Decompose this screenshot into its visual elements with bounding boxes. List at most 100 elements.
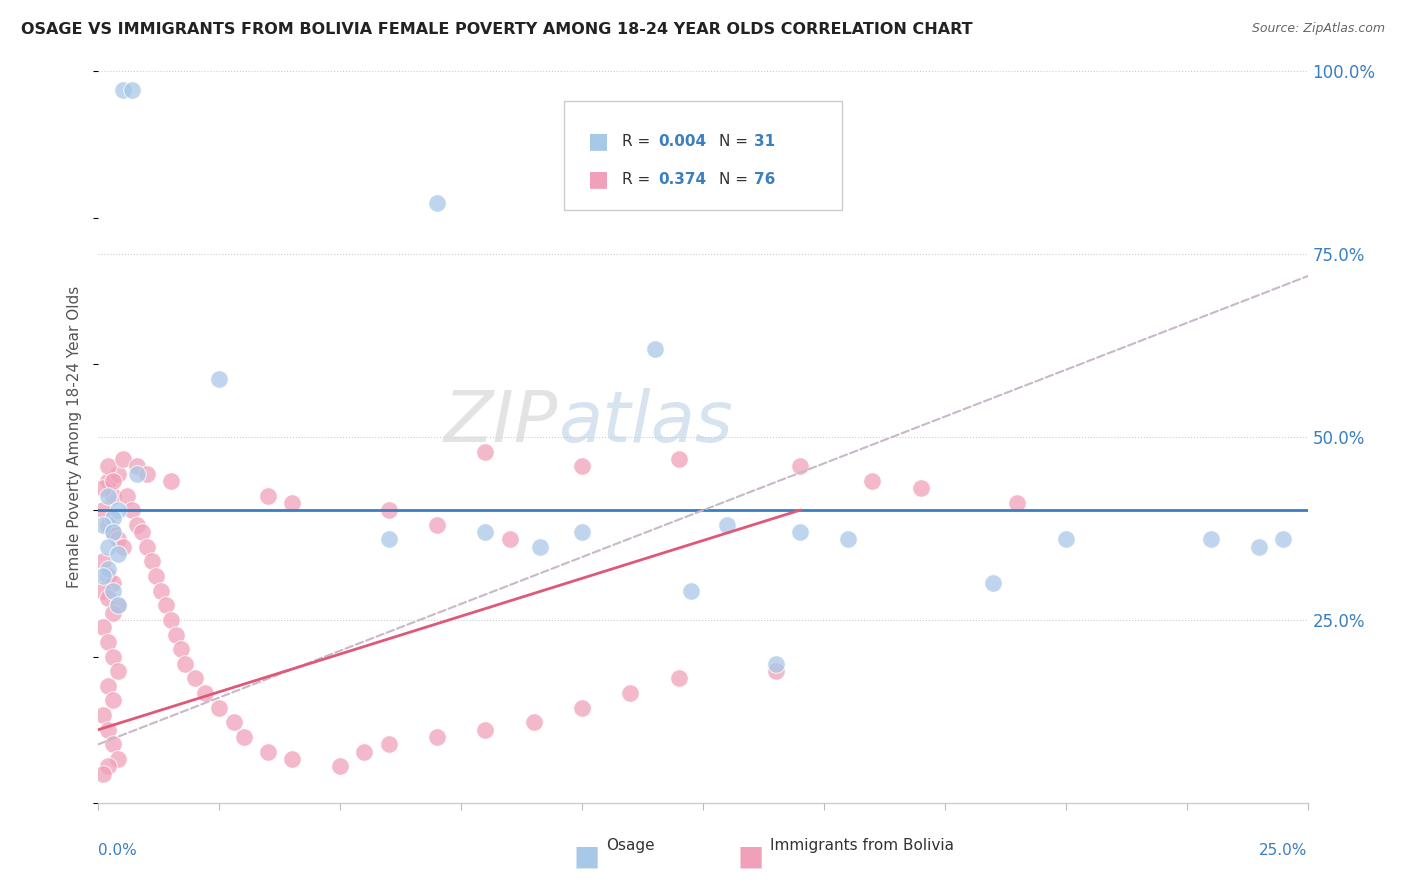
FancyBboxPatch shape (564, 101, 842, 211)
Point (1249, 540, 1271, 554)
Point (101, 693, 124, 707)
Point (97, 569, 120, 583)
Point (765, 657, 787, 671)
Text: 0.0%: 0.0% (98, 843, 138, 858)
Text: N =: N = (718, 172, 752, 186)
Point (145, 569, 167, 583)
Point (619, 686, 641, 700)
Point (101, 525, 124, 540)
Text: N =: N = (718, 134, 752, 149)
Point (789, 525, 811, 540)
Text: Immigrants from Bolivia: Immigrants from Bolivia (769, 838, 953, 853)
Point (91, 569, 114, 583)
Point (426, 196, 449, 211)
Point (668, 452, 690, 467)
Point (91, 708, 114, 723)
Text: ■: ■ (588, 131, 609, 152)
Point (97, 679, 120, 693)
Point (222, 715, 245, 730)
Point (529, 540, 551, 554)
Point (91, 554, 114, 568)
Point (281, 496, 304, 510)
Point (97, 517, 120, 532)
Y-axis label: Female Poverty Among 18-24 Year Olds: Female Poverty Among 18-24 Year Olds (67, 286, 83, 588)
Point (91, 766, 114, 780)
Point (256, 745, 278, 759)
Point (91, 620, 114, 634)
Point (141, 554, 163, 568)
Text: ■: ■ (574, 843, 600, 871)
Point (208, 371, 231, 385)
Point (111, 83, 134, 97)
Point (426, 517, 449, 532)
Point (131, 525, 153, 540)
Text: R =: R = (621, 172, 655, 186)
Point (150, 583, 173, 598)
Point (97, 474, 120, 488)
Point (127, 467, 149, 481)
Point (91, 503, 114, 517)
Point (716, 517, 738, 532)
Text: ■: ■ (588, 169, 609, 189)
Point (281, 752, 304, 766)
Point (101, 606, 124, 620)
Text: 25.0%: 25.0% (1260, 843, 1308, 858)
Point (101, 583, 124, 598)
Point (101, 649, 124, 664)
Point (101, 737, 124, 751)
Point (107, 752, 129, 766)
Point (208, 700, 231, 714)
Point (765, 664, 787, 678)
Point (97, 459, 120, 474)
Point (135, 467, 157, 481)
Text: ZIP: ZIP (443, 388, 558, 457)
Point (232, 730, 254, 744)
Point (174, 657, 197, 671)
Point (111, 452, 134, 467)
Point (97, 562, 120, 576)
Point (107, 503, 129, 517)
Point (474, 723, 496, 737)
Text: Osage: Osage (606, 838, 655, 853)
Point (679, 583, 702, 598)
Point (97, 635, 120, 649)
Point (97, 591, 120, 605)
Text: Source: ZipAtlas.com: Source: ZipAtlas.com (1251, 22, 1385, 36)
Point (97, 540, 120, 554)
Point (97, 759, 120, 773)
Point (377, 533, 399, 547)
Point (107, 547, 129, 561)
Point (571, 700, 593, 714)
Point (837, 533, 859, 547)
Point (160, 474, 183, 488)
Point (121, 503, 143, 517)
Point (1272, 533, 1295, 547)
Point (1199, 533, 1222, 547)
Point (97, 723, 120, 737)
Point (426, 730, 449, 744)
Point (165, 627, 187, 641)
Point (107, 599, 129, 613)
Point (111, 540, 134, 554)
Point (91, 517, 114, 532)
Point (523, 715, 546, 730)
Point (668, 672, 690, 686)
Point (377, 737, 399, 751)
Point (571, 459, 593, 474)
Text: R =: R = (621, 134, 655, 149)
Point (107, 599, 129, 613)
Point (127, 459, 149, 474)
Point (377, 503, 399, 517)
Point (101, 510, 124, 524)
Text: 76: 76 (754, 172, 775, 186)
Point (194, 686, 217, 700)
Point (155, 599, 177, 613)
Text: 0.374: 0.374 (658, 172, 706, 186)
Point (101, 576, 124, 591)
Text: 31: 31 (754, 134, 775, 149)
Point (1054, 533, 1077, 547)
Point (127, 517, 149, 532)
Point (1007, 496, 1029, 510)
Point (101, 525, 124, 540)
Point (860, 474, 883, 488)
